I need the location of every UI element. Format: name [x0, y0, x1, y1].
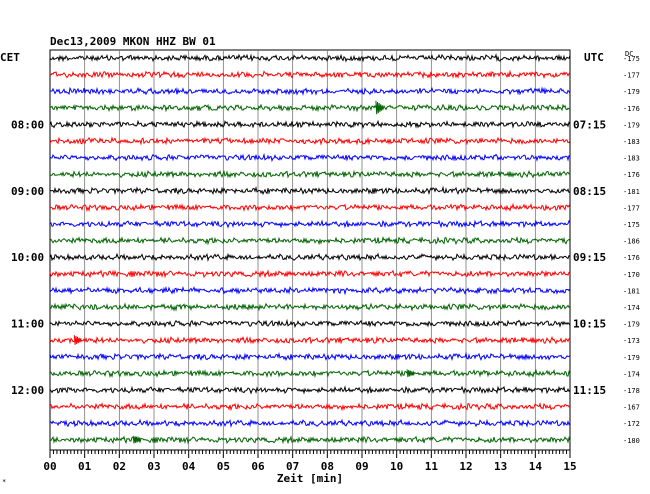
dc-value: -186 — [623, 238, 640, 246]
dc-value: -176 — [623, 254, 640, 262]
dc-value: -172 — [623, 420, 640, 428]
left-hour-label: 12:00 — [11, 384, 44, 397]
x-tick-label: 01 — [78, 460, 92, 473]
dc-value: -177 — [623, 204, 640, 212]
trace-21 — [49, 385, 571, 395]
trace-24 — [49, 434, 571, 445]
trace-2 — [49, 69, 571, 80]
trace-10 — [49, 202, 571, 213]
minute-gridlines — [84, 50, 536, 450]
right-axis-label: UTC — [584, 51, 604, 64]
dc-value: -178 — [623, 387, 640, 395]
x-tick-label: 11 — [425, 460, 439, 473]
event-2 — [73, 335, 82, 345]
dc-header: DC — [625, 50, 633, 58]
x-tick-label: 14 — [529, 460, 543, 473]
trace-6 — [49, 136, 571, 146]
trace-13 — [49, 252, 571, 263]
left-hour-label: 11:00 — [11, 318, 44, 331]
trace-7 — [49, 152, 571, 163]
x-tick-label: 09 — [355, 460, 368, 473]
left-hour-label: 08:00 — [11, 118, 44, 131]
x-tick-label: 05 — [217, 460, 230, 473]
x-tick-label: 15 — [563, 460, 576, 473]
dc-value: -175 — [623, 55, 640, 63]
dc-value: -179 — [623, 121, 640, 129]
left-hour-label: 09:00 — [11, 185, 44, 198]
x-tick-label: 08 — [321, 460, 334, 473]
trace-8 — [49, 169, 571, 179]
corner-marker: * — [2, 478, 7, 486]
x-axis-label: Zeit [min] — [277, 472, 343, 485]
dc-value: -179 — [623, 88, 640, 96]
trace-4 — [49, 103, 571, 113]
x-tick-label: 03 — [147, 460, 160, 473]
left-hour-label: 10:00 — [11, 251, 44, 264]
left-axis-label: CET — [0, 51, 20, 64]
chart-title: Dec13,2009 MKON HHZ BW 01 — [50, 35, 216, 48]
trace-20 — [49, 368, 571, 379]
trace-15 — [49, 285, 571, 296]
trace-16 — [49, 302, 571, 312]
right-hour-label: 09:15 — [573, 251, 606, 264]
dc-value: -183 — [623, 155, 640, 163]
x-tick-label: 00 — [43, 460, 56, 473]
trace-3 — [49, 86, 571, 97]
trace-9 — [49, 185, 571, 196]
x-tick-label: 07 — [286, 460, 299, 473]
dc-value: -181 — [623, 188, 640, 196]
dc-value: -180 — [623, 437, 640, 445]
dc-value: -183 — [623, 138, 640, 146]
dc-value: -174 — [623, 370, 640, 378]
event-4 — [132, 435, 141, 444]
dc-value: -176 — [623, 171, 640, 179]
right-hour-label: 11:15 — [573, 384, 606, 397]
trace-23 — [49, 418, 571, 429]
right-hour-label: 10:15 — [573, 318, 606, 331]
x-tick-label: 13 — [494, 460, 507, 473]
dc-value: -173 — [623, 337, 640, 345]
dc-value: -179 — [623, 321, 640, 329]
trace-17 — [49, 318, 571, 329]
right-hour-label: 07:15 — [573, 118, 606, 131]
seismic-traces — [49, 53, 571, 445]
trace-5 — [49, 119, 571, 129]
trace-18 — [49, 335, 571, 345]
dc-value: -179 — [623, 354, 640, 362]
dc-value: -174 — [623, 304, 640, 312]
trace-11 — [49, 219, 571, 229]
x-tick-label: 06 — [251, 460, 265, 473]
event-1 — [375, 100, 384, 115]
x-tick-label: 12 — [459, 460, 472, 473]
trace-1 — [49, 53, 571, 63]
trace-19 — [49, 351, 571, 362]
trace-22 — [49, 401, 571, 412]
x-tick-label: 04 — [182, 460, 196, 473]
dc-value: -181 — [623, 287, 640, 295]
dc-value: -177 — [623, 72, 640, 80]
trace-12 — [49, 235, 571, 246]
dc-value: -170 — [623, 271, 640, 279]
x-tick-label: 10 — [390, 460, 403, 473]
x-tick-label: 02 — [113, 460, 126, 473]
hour-labels: 08:00 09:00 10:00 11:00 12:00 07:15 08:15 09:15… — [11, 55, 640, 445]
dc-value: -175 — [623, 221, 640, 229]
right-hour-label: 08:15 — [573, 185, 606, 198]
event-3 — [406, 369, 415, 378]
time-axis: 00 01 02 03 04 05 06 07 08 09 10 11 12 13 14 15 — [43, 450, 577, 473]
dc-value: -167 — [623, 404, 640, 412]
dc-value: -176 — [623, 105, 640, 113]
trace-14 — [49, 268, 571, 279]
